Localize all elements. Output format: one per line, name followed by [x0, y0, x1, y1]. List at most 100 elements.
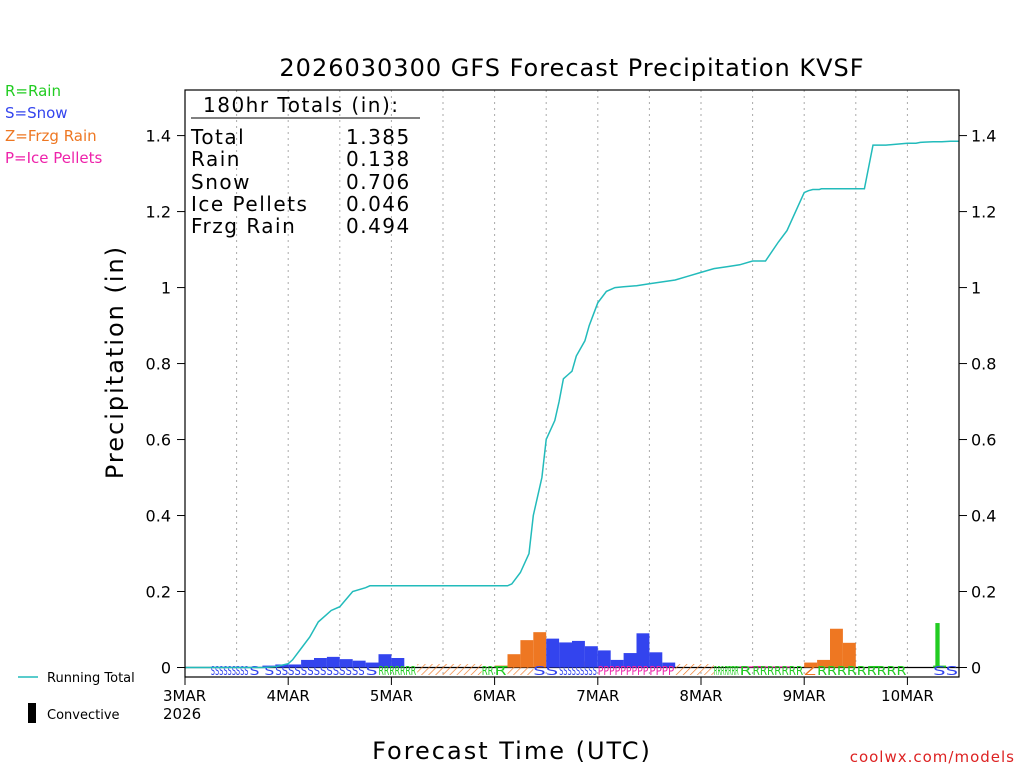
- axes: 0 0 0.2 0.2 0.4 0.4 0.6 0.6 0.8 0.8 1 1 1.2 1.2 1.4 1.4…: [146, 127, 997, 705]
- year-label: 2026: [163, 705, 201, 723]
- strip-code-frzg-rain: Z: [804, 664, 816, 678]
- plot-frame: [184, 89, 960, 678]
- precip-bar-snow: [546, 638, 560, 668]
- y-tick-label-right: 0: [971, 659, 981, 678]
- y-tick-label-right: 0.6: [971, 431, 996, 450]
- y-axis-title: Precipitation (in): [101, 245, 129, 479]
- strip-hatch-frzg-rain: [417, 664, 482, 675]
- y-tick-label-right: 1.4: [971, 127, 996, 146]
- totals-value-total: 1.385: [346, 125, 411, 149]
- strip-code-snow: SSSSSSSSS: [559, 664, 597, 678]
- precip-bar-frzg-rain: [804, 662, 818, 668]
- totals-value-rain: 0.138: [346, 147, 411, 171]
- precip-bar-snow: [636, 633, 650, 668]
- x-tick-label: 10MAR: [881, 687, 934, 705]
- y-tick-label-left: 1: [161, 279, 171, 298]
- strip-hatch-frzg-rain: [507, 664, 534, 675]
- precip-bar-rain: [726, 666, 740, 668]
- x-tick-label: 6MAR: [473, 687, 516, 705]
- precip-bar-frzg-rain: [520, 640, 534, 668]
- chart-title: 2026030300 GFS Forecast Precipitation KV…: [279, 54, 864, 82]
- precip-bar-ice-pellets: [778, 666, 792, 668]
- strip-code-rain: RRRRRRRRR: [817, 664, 906, 678]
- precip-bar-snow: [572, 640, 585, 668]
- strip-code-snow: S: [366, 664, 378, 678]
- strip-code-ice-pellets: PPPPPPPPP: [598, 664, 649, 678]
- precip-bar-snow: [288, 664, 302, 668]
- legend-frzg-rain: Z=Frzg Rain: [5, 127, 97, 145]
- grid-lines: [185, 90, 959, 677]
- precip-bars: [262, 623, 947, 668]
- precip-bar-ice-pellets: [765, 666, 779, 668]
- precip-bar-snow: [378, 654, 392, 668]
- precip-bar-snow: [623, 653, 637, 668]
- y-tick-label-right: 0.2: [971, 583, 996, 602]
- precip-bar-snow: [275, 664, 289, 668]
- y-tick-label-right: 1.2: [971, 203, 996, 222]
- totals-value-frzg-rain: 0.494: [346, 214, 411, 238]
- y-tick-label-left: 0.8: [146, 355, 171, 374]
- precip-bar-frzg-rain: [533, 632, 547, 668]
- precip-bar-snow: [352, 660, 366, 668]
- legend-rain: R=Rain: [5, 82, 61, 100]
- strip-code-rain: R: [495, 664, 507, 678]
- running-total-label: Running Total: [47, 671, 135, 686]
- precip-bar-snow: [649, 652, 663, 668]
- precip-bar-snow: [597, 650, 611, 668]
- totals-label-snow: Snow: [191, 170, 251, 194]
- totals-label-rain: Rain: [191, 147, 241, 171]
- y-tick-label-left: 0: [161, 659, 171, 678]
- x-tick-label: 8MAR: [679, 687, 722, 705]
- convective-label: Convective: [47, 708, 120, 723]
- y-tick-label-left: 0.4: [146, 507, 171, 526]
- strip-code-snow: SSSSSSSSSSSSSS: [275, 664, 364, 678]
- totals-box: 180hr Totals (in): Total 1.385 Rain 0.13…: [190, 93, 420, 238]
- precip-bar-snow: [314, 658, 327, 668]
- totals-label-total: Total: [190, 125, 245, 149]
- precip-bar-snow: [559, 642, 572, 668]
- precip-bar-rain: [494, 665, 508, 668]
- strip-code-snow: SS: [533, 664, 558, 678]
- strip-code-rain: RRRRRRR: [714, 664, 739, 678]
- x-tick-label: 3MAR: [163, 687, 206, 705]
- precip-bar-snow: [584, 646, 598, 668]
- y-tick-label-right: 1: [971, 279, 981, 298]
- precip-bar-frzg-rain: [842, 642, 856, 668]
- totals-value-ice-pellets: 0.046: [346, 192, 411, 216]
- y-tick-label-left: 0.6: [146, 431, 171, 450]
- credit-text: coolwx.com/models: [850, 748, 1015, 766]
- precip-bar-rain: [935, 623, 940, 668]
- precip-type-strip: SSSSSSSSS S S SSSSSSSSSSSSSS S RRRRRRR RR R SS S…: [211, 664, 958, 678]
- y-tick-label-right: 0.8: [971, 355, 996, 374]
- precip-bar-ice-pellets: [752, 665, 766, 668]
- strip-code-rain: RRRRRRR: [753, 664, 804, 678]
- strip-code-snow: S S: [250, 664, 275, 678]
- precip-bar-rain: [868, 665, 882, 668]
- precip-bar-snow: [610, 659, 624, 668]
- precip-type-legend: R=Rain S=Snow Z=Frzg Rain P=Ice Pellets: [5, 82, 102, 167]
- x-tick-label: 5MAR: [370, 687, 413, 705]
- totals-value-snow: 0.706: [346, 170, 411, 194]
- strip-code-snow: SS: [933, 664, 958, 678]
- precip-bar-snow: [391, 658, 405, 668]
- x-tick-label: 7MAR: [576, 687, 619, 705]
- precip-bar-frzg-rain: [830, 628, 843, 668]
- strip-code-ice-pellets: PPPP: [649, 664, 674, 678]
- precip-bar-snow: [339, 659, 353, 668]
- precip-bar-rain: [933, 665, 947, 668]
- strip-code-rain: R: [740, 664, 752, 678]
- y-tick-label-left: 1.4: [146, 127, 171, 146]
- strip-code-rain: RRRRRRR: [379, 664, 417, 678]
- running-total-layer: [185, 140, 959, 669]
- totals-label-frzg-rain: Frzg Rain: [191, 214, 296, 238]
- y-tick-label-right: 0.4: [971, 507, 996, 526]
- y-tick-label-left: 1.2: [146, 203, 171, 222]
- precip-bar-ice-pellets: [739, 666, 753, 668]
- legend-ice-pellets: P=Ice Pellets: [5, 149, 102, 167]
- precip-bar-snow: [326, 656, 340, 668]
- running-total-line: [185, 140, 959, 669]
- precip-bar-snow: [301, 659, 314, 668]
- precip-bar-snow: [662, 662, 676, 668]
- x-tick-label: 9MAR: [783, 687, 826, 705]
